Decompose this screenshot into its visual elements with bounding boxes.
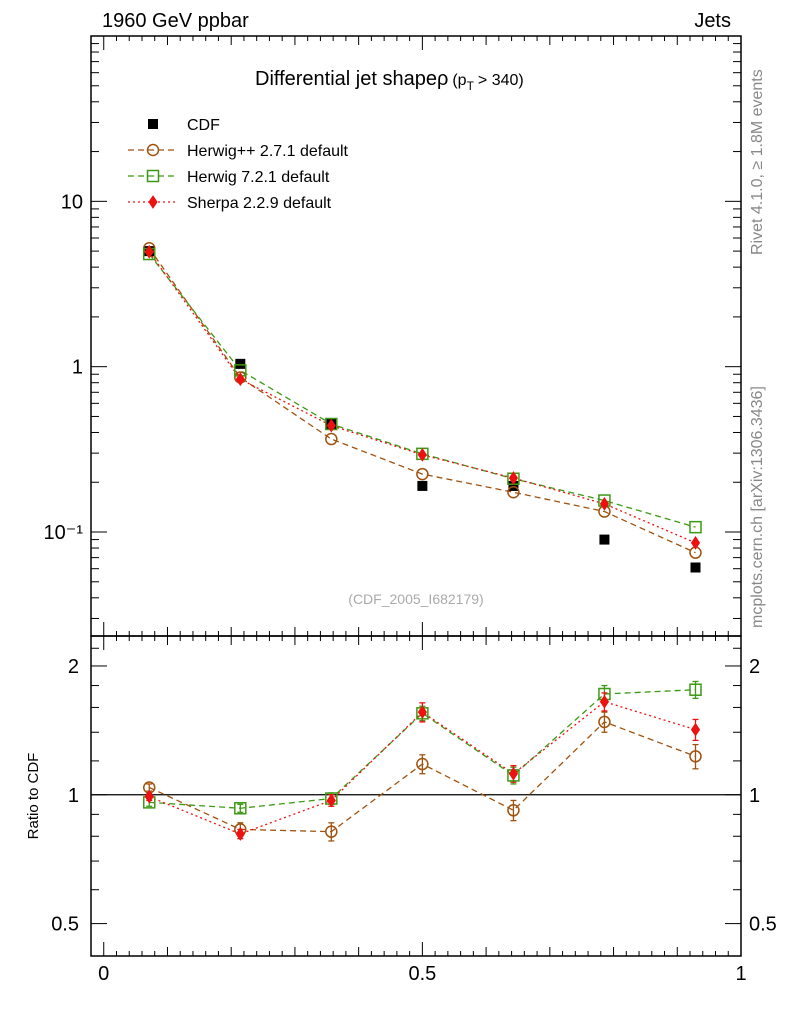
legend-label: CDF [187, 117, 220, 134]
y-tick-label: 1 [68, 785, 79, 807]
data-point [235, 372, 245, 387]
y-tick-label-right: 0.5 [749, 914, 777, 936]
data-point [508, 480, 519, 491]
side-label-bottom: mcplots.cern.ch [arXiv:1306.3436] [749, 386, 766, 628]
data-point [146, 169, 160, 183]
y-tick-label: 1 [72, 357, 83, 379]
data-point [144, 789, 154, 804]
data-point [507, 804, 520, 817]
data-point [326, 793, 336, 808]
data-point [417, 705, 427, 720]
data-point [325, 432, 338, 446]
data-point [234, 802, 247, 815]
main-ticks: 10⁻¹ 1 10 [44, 35, 742, 636]
data-point [235, 827, 245, 841]
data-point [690, 562, 701, 573]
data-point [689, 683, 702, 696]
data-point [416, 467, 429, 481]
ratio-ticks: 0 0.5 1 0.5 0.5 1 1 2 2 [51, 636, 777, 985]
main-series-lines [148, 247, 696, 554]
data-point [417, 480, 428, 491]
data-point [235, 358, 246, 369]
data-point [326, 418, 336, 433]
data-point [148, 119, 158, 129]
legend-label: Herwig++ 2.7.1 default [187, 143, 349, 160]
side-label-top: Rivet 4.1.0, ≥ 1.8M events [749, 69, 766, 255]
series-line [148, 721, 696, 833]
watermark: (CDF_2005_I682179) [348, 591, 483, 607]
data-point [599, 496, 610, 511]
legend: CDF Herwig++ 2.7.1 default Herwig 7.2.1 de… [128, 117, 349, 212]
x-tick-label: 1 [735, 963, 746, 985]
series-line [148, 247, 696, 554]
data-point [325, 825, 338, 838]
y-tick-label: 10 [61, 191, 83, 213]
y-tick-label-right: 2 [749, 656, 760, 678]
ratio-panel: 0 0.5 1 0.5 0.5 1 1 2 2 Ratio to CDF [25, 635, 777, 985]
y-tick-label-right: 1 [749, 785, 760, 807]
legend-label: Herwig 7.2.1 default [187, 169, 330, 186]
data-point [508, 766, 519, 781]
data-point [599, 534, 610, 545]
data-point [416, 757, 429, 771]
data-point [689, 520, 702, 534]
y-tick-label: 0.5 [51, 914, 79, 936]
x-tick-label: 0.5 [408, 963, 436, 985]
data-point [599, 694, 610, 709]
data-point [144, 244, 154, 259]
data-point [690, 722, 701, 737]
data-point [146, 143, 160, 157]
header-right: Jets [694, 10, 731, 32]
x-tick-label: 0 [98, 963, 109, 985]
ratio-ylabel: Ratio to CDF [25, 753, 42, 840]
main-title: Differential jet shapeρ (pT > 340) [255, 68, 524, 93]
data-point [690, 535, 701, 550]
main-series-marks [142, 242, 702, 573]
data-point [508, 471, 519, 485]
data-point [417, 447, 427, 462]
y-tick-label: 2 [68, 656, 79, 678]
ratio-series-marks [142, 683, 702, 841]
data-point [598, 715, 611, 729]
series-line [148, 251, 696, 544]
y-tick-label: 10⁻¹ [44, 522, 84, 544]
data-point [148, 195, 158, 209]
legend-label: Sherpa 2.2.9 default [187, 195, 332, 212]
ratio-frame [90, 635, 742, 957]
data-point [507, 485, 520, 499]
data-point [689, 750, 702, 763]
header-left: 1960 GeV ppbar [102, 10, 249, 32]
main-panel: 10⁻¹ 1 10 Differential jet shapeρ (pT > 340)… [44, 35, 742, 637]
